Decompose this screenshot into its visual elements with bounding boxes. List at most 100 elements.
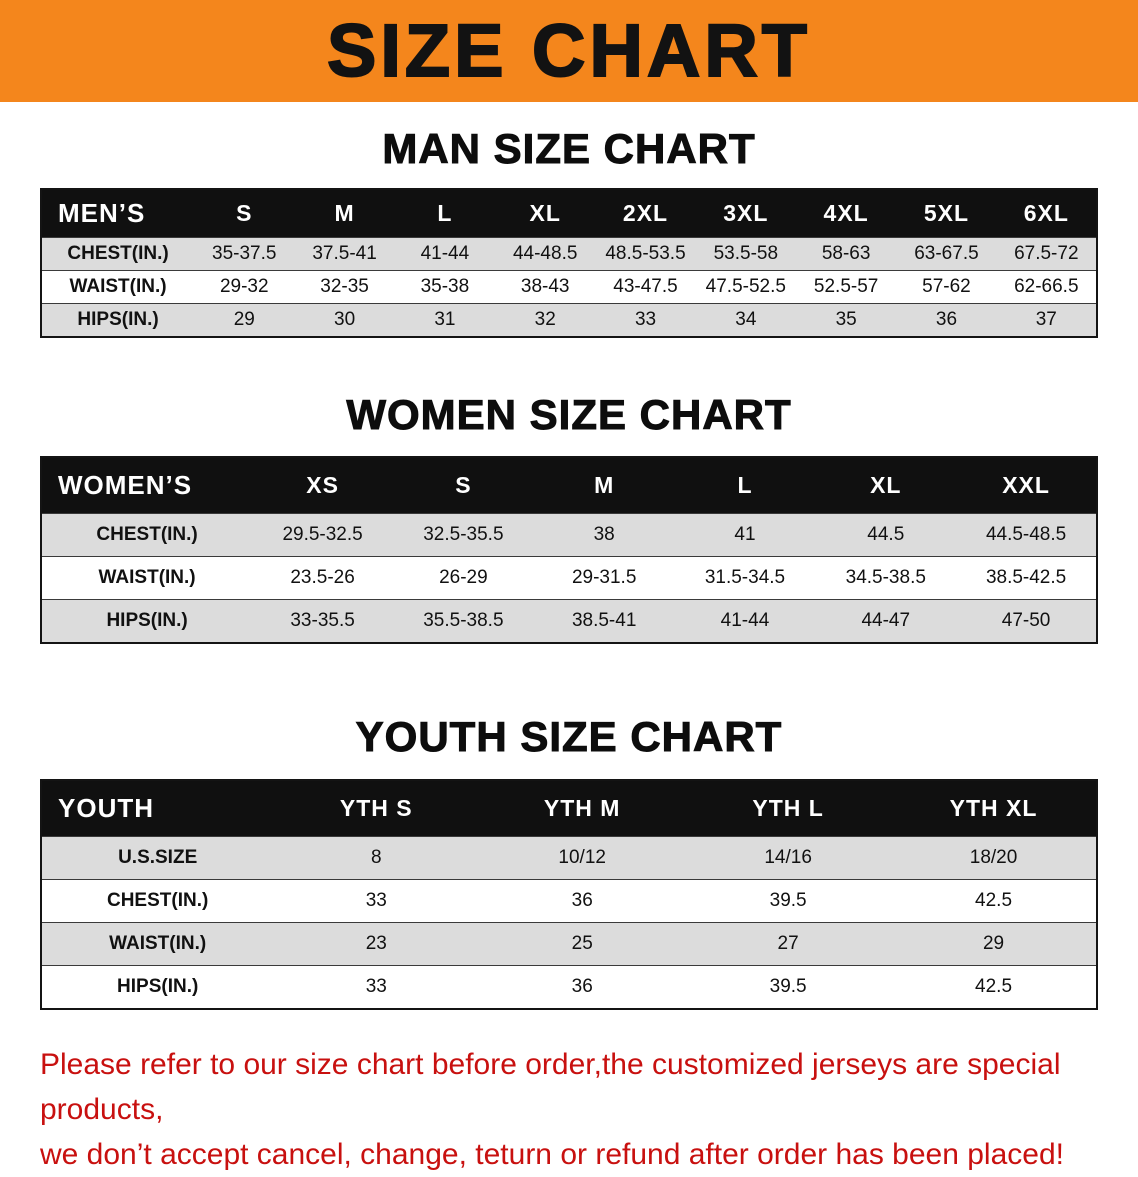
size-value-cell: 36 — [479, 878, 686, 923]
size-value-cell: 26-29 — [392, 556, 534, 600]
size-column-header: XL — [495, 189, 596, 238]
measurement-row: WAIST(IN.) 23.5-26 26-29 29-31.5 31.5-34.5 34… — [41, 556, 1097, 600]
size-value-cell: 35-37.5 — [194, 237, 295, 271]
size-value-cell: 36 — [896, 303, 997, 338]
measurement-row: WAIST(IN.) 29-32 32-35 35-38 38-43 43-47.5 47.… — [41, 270, 1097, 304]
header-row: YOUTH YTH S YTH M YTH L YTH XL — [41, 779, 1097, 837]
size-value-cell: 33-35.5 — [252, 599, 393, 644]
row-label: WAIST(IN.) — [41, 270, 195, 304]
size-value-cell: 32-35 — [294, 270, 395, 304]
youth-section-heading: YOUTH SIZE CHART — [355, 713, 783, 761]
size-value-cell: 29 — [891, 921, 1097, 966]
women-size-section: WOMEN SIZE CHART WOMEN’S XS S M L XL XXL CHEST(… — [0, 391, 1138, 645]
size-column-header: XL — [815, 457, 957, 514]
size-value-cell: 32.5-35.5 — [392, 513, 534, 557]
size-column-header: YTH XL — [891, 779, 1097, 837]
size-value-cell: 35 — [795, 303, 897, 338]
size-value-cell: 48.5-53.5 — [595, 237, 696, 271]
size-value-cell: 34.5-38.5 — [815, 556, 957, 600]
measurement-row: HIPS(IN.) 29 30 31 32 33 34 35 36 37 — [41, 303, 1097, 338]
size-value-cell: 39.5 — [685, 964, 892, 1009]
size-value-cell: 27 — [685, 921, 892, 966]
table-title-cell: MEN’S — [41, 189, 195, 238]
size-column-header: S — [194, 189, 295, 238]
page-title: SIZE CHART — [326, 9, 811, 92]
header-row: WOMEN’S XS S M L XL XXL — [41, 457, 1097, 514]
size-value-cell: 38 — [533, 513, 675, 557]
size-value-cell: 41-44 — [394, 237, 496, 271]
size-value-cell: 23 — [273, 921, 480, 966]
size-value-cell: 67.5-72 — [996, 237, 1097, 271]
disclaimer-line-2: we don’t accept cancel, change, teturn o… — [40, 1137, 1064, 1171]
size-value-cell: 44-48.5 — [495, 237, 596, 271]
size-value-cell: 63-67.5 — [896, 237, 997, 271]
youth-size-table: YOUTH YTH S YTH M YTH L YTH XL U.S.SIZE 8 10/12… — [40, 778, 1098, 1010]
men-size-table: MEN’S S M L XL 2XL 3XL 4XL 5XL 6XL CHEST(IN.) 35-37… — [40, 188, 1098, 339]
measurement-row: CHEST(IN.) 29.5-32.5 32.5-35.5 38 41 44.5 44.5… — [41, 513, 1097, 557]
size-value-cell: 34 — [695, 303, 796, 338]
size-value-cell: 29 — [194, 303, 295, 338]
measurement-row: U.S.SIZE 8 10/12 14/16 18/20 — [41, 835, 1097, 880]
size-value-cell: 52.5-57 — [795, 270, 897, 304]
youth-size-section: YOUTH SIZE CHART YOUTH YTH S YTH M YTH L YTH… — [0, 713, 1138, 1010]
size-column-header: S — [392, 457, 534, 514]
size-value-cell: 44.5 — [815, 513, 957, 557]
size-column-header: 5XL — [896, 189, 997, 238]
measurement-row: CHEST(IN.) 33 36 39.5 42.5 — [41, 878, 1097, 923]
size-value-cell: 8 — [273, 835, 480, 880]
size-value-cell: 33 — [273, 878, 480, 923]
table-title-cell: YOUTH — [41, 779, 274, 837]
size-value-cell: 38-43 — [495, 270, 596, 304]
row-label: U.S.SIZE — [41, 835, 274, 880]
size-value-cell: 38.5-42.5 — [956, 556, 1097, 600]
size-value-cell: 38.5-41 — [533, 599, 675, 644]
size-value-cell: 36 — [479, 964, 686, 1009]
size-value-cell: 57-62 — [896, 270, 997, 304]
size-value-cell: 58-63 — [795, 237, 897, 271]
size-value-cell: 29.5-32.5 — [252, 513, 393, 557]
size-column-header: 3XL — [695, 189, 796, 238]
size-column-header: 2XL — [595, 189, 696, 238]
row-label: WAIST(IN.) — [41, 556, 253, 600]
size-column-header: XXL — [956, 457, 1097, 514]
men-size-section: MAN SIZE CHART MEN’S S M L XL 2XL 3XL 4XL 5XL 6XL… — [0, 125, 1138, 339]
size-value-cell: 41 — [674, 513, 816, 557]
size-column-header: XS — [252, 457, 393, 514]
size-value-cell: 14/16 — [685, 835, 892, 880]
row-label: CHEST(IN.) — [41, 878, 274, 923]
size-value-cell: 25 — [479, 921, 686, 966]
size-value-cell: 31.5-34.5 — [674, 556, 816, 600]
size-value-cell: 33 — [595, 303, 696, 338]
size-value-cell: 47.5-52.5 — [695, 270, 796, 304]
size-value-cell: 33 — [273, 964, 480, 1009]
row-label: CHEST(IN.) — [41, 237, 195, 271]
disclaimer-line-1: Please refer to our size chart before or… — [40, 1047, 1061, 1126]
size-value-cell: 23.5-26 — [252, 556, 393, 600]
size-column-header: 4XL — [795, 189, 897, 238]
size-value-cell: 42.5 — [891, 964, 1097, 1009]
size-column-header: L — [394, 189, 496, 238]
row-label: CHEST(IN.) — [41, 513, 253, 557]
size-value-cell: 37 — [996, 303, 1097, 338]
size-value-cell: 35.5-38.5 — [392, 599, 534, 644]
size-value-cell: 44.5-48.5 — [956, 513, 1097, 557]
table-title-cell: WOMEN’S — [41, 457, 253, 514]
size-value-cell: 43-47.5 — [595, 270, 696, 304]
size-value-cell: 39.5 — [685, 878, 892, 923]
size-value-cell: 29-31.5 — [533, 556, 675, 600]
size-column-header: M — [533, 457, 675, 514]
measurement-row: WAIST(IN.) 23 25 27 29 — [41, 921, 1097, 966]
row-label: HIPS(IN.) — [41, 303, 195, 338]
size-value-cell: 47-50 — [956, 599, 1097, 644]
women-size-table: WOMEN’S XS S M L XL XXL CHEST(IN.) 29.5-32.5 32.5… — [40, 456, 1098, 645]
size-value-cell: 32 — [495, 303, 596, 338]
row-label: HIPS(IN.) — [41, 599, 253, 644]
size-value-cell: 53.5-58 — [695, 237, 796, 271]
measurement-row: HIPS(IN.) 33-35.5 35.5-38.5 38.5-41 41-44 44-… — [41, 599, 1097, 644]
size-column-header: YTH M — [479, 779, 686, 837]
size-value-cell: 44-47 — [815, 599, 957, 644]
size-value-cell: 10/12 — [479, 835, 686, 880]
measurement-row: HIPS(IN.) 33 36 39.5 42.5 — [41, 964, 1097, 1009]
men-section-heading: MAN SIZE CHART — [382, 125, 756, 172]
